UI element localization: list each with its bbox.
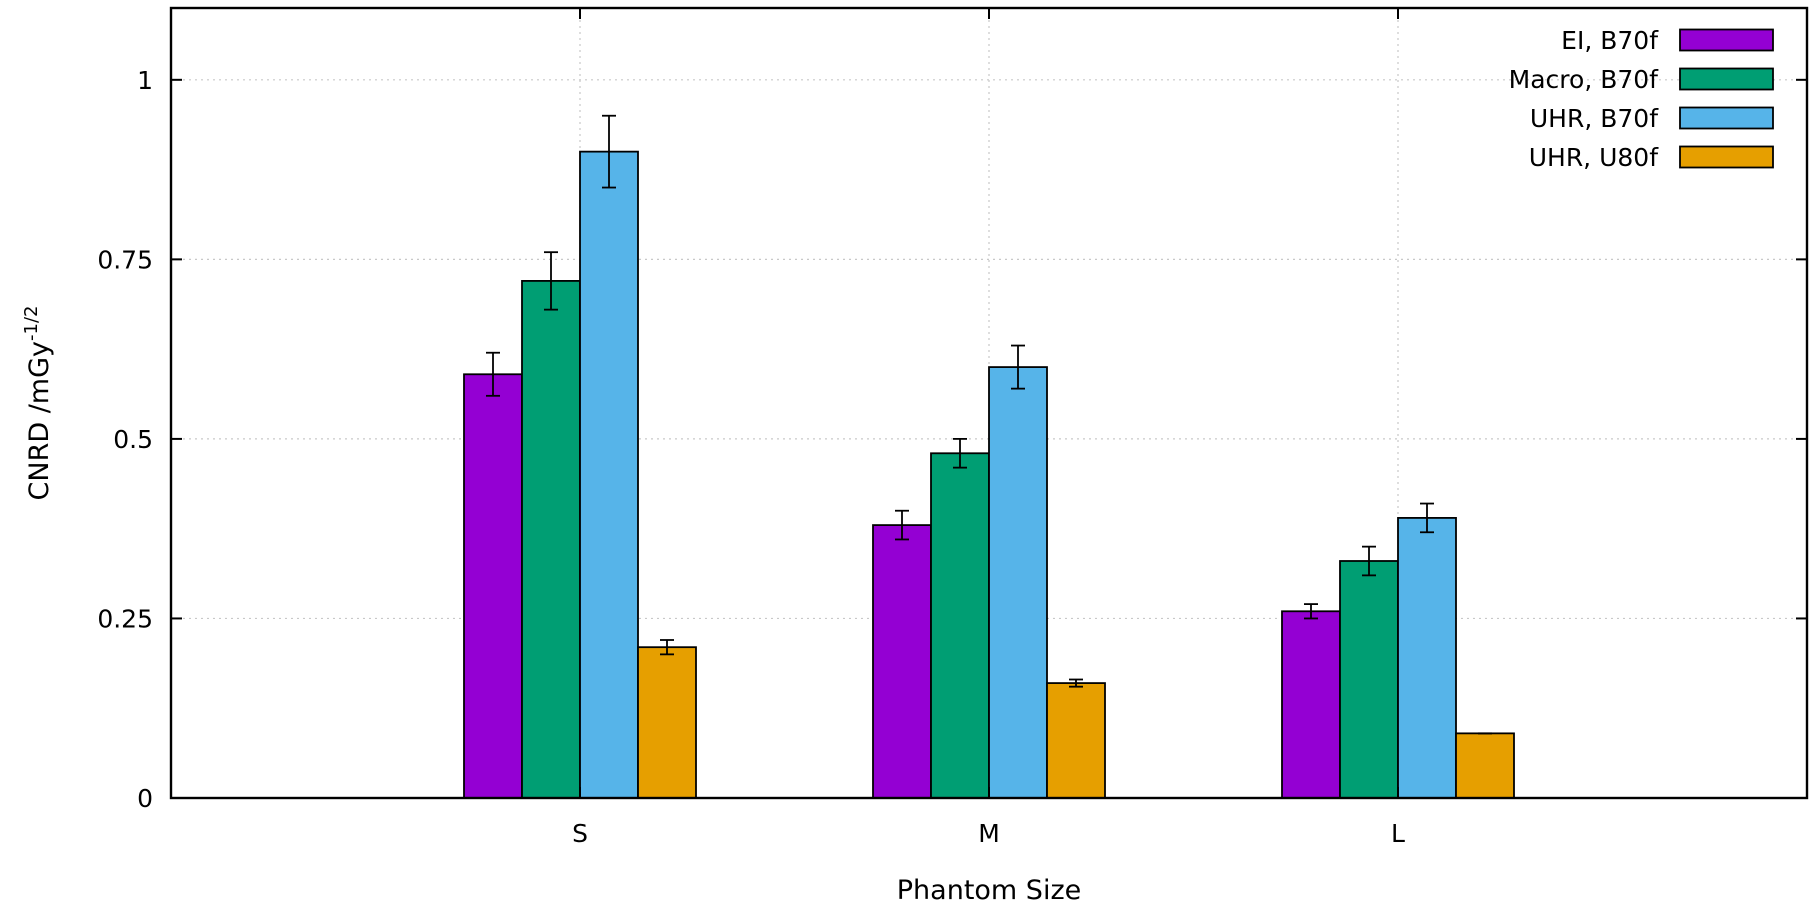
- legend: EI, B70f Macro, B70f UHR, B70f UHR, U80f: [1509, 26, 1774, 172]
- legend-entry: UHR, B70f: [1530, 104, 1774, 133]
- x-tick-label: L: [1391, 819, 1405, 848]
- axis-ticks: [171, 8, 1807, 799]
- error-bar: [953, 438, 967, 469]
- error-bar: [660, 639, 674, 656]
- legend-swatch: [1679, 67, 1774, 91]
- y-tick-labels: 0 0.25 0.5 0.75 1: [97, 66, 153, 813]
- error-bar: [1362, 545, 1376, 577]
- bar: [1046, 682, 1106, 799]
- error-bar: [486, 351, 500, 397]
- bar: [988, 366, 1048, 799]
- bars: [463, 150, 1515, 799]
- bar: [930, 452, 990, 799]
- legend-swatch: [1679, 106, 1774, 130]
- error-bar: [895, 509, 909, 541]
- error-bar: [1420, 502, 1434, 534]
- x-tick-label: M: [978, 819, 1000, 848]
- y-tick-label: 1: [137, 66, 153, 95]
- legend-entry: Macro, B70f: [1509, 65, 1774, 94]
- bar: [1455, 732, 1515, 799]
- error-bar: [602, 114, 616, 189]
- bar: [1281, 610, 1341, 799]
- bar: [521, 280, 581, 799]
- error-bars: [486, 114, 1492, 735]
- bar: [1397, 517, 1457, 799]
- error-bar: [1069, 678, 1083, 688]
- x-axis-title: Phantom Size: [897, 875, 1081, 906]
- y-axis-title-superscript: -1/2: [21, 306, 42, 341]
- y-tick-label: 0: [137, 784, 153, 813]
- y-tick-label: 0.25: [97, 604, 153, 633]
- bar: [579, 150, 639, 799]
- legend-entry: EI, B70f: [1561, 26, 1774, 55]
- legend-label: Macro, B70f: [1509, 65, 1660, 94]
- error-bar: [544, 251, 558, 311]
- error-bar: [1011, 344, 1025, 390]
- error-bar: [1304, 603, 1318, 620]
- legend-label: EI, B70f: [1561, 26, 1659, 55]
- y-tick-label: 0.5: [113, 425, 153, 454]
- y-axis-title-main: CNRD /mGy: [24, 341, 55, 501]
- bar: [463, 373, 523, 799]
- legend-label: UHR, B70f: [1530, 104, 1659, 133]
- bar: [872, 524, 932, 799]
- x-tick-label: S: [572, 819, 588, 848]
- y-tick-label: 0.75: [97, 245, 153, 274]
- legend-swatch: [1679, 28, 1774, 52]
- bar: [637, 646, 697, 799]
- y-axis-title: CNRD /mGy-1/2: [21, 306, 55, 501]
- legend-swatch: [1679, 145, 1774, 169]
- legend-entry: UHR, U80f: [1529, 143, 1774, 172]
- legend-label: UHR, U80f: [1529, 143, 1659, 172]
- bar: [1339, 560, 1399, 799]
